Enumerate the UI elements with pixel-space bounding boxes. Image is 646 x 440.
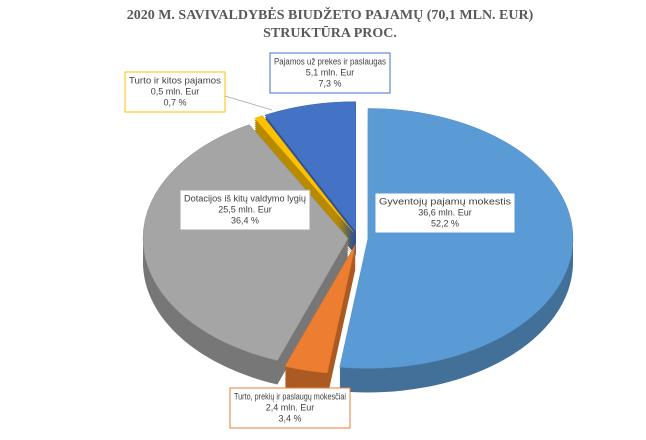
chart-title: STRUKTŪRA PROC. (263, 25, 397, 41)
label-name: Gyventojų pajamų mokestis (379, 196, 512, 206)
label-amount: 0,5 mln. Eur (151, 86, 200, 96)
label-box (229, 387, 351, 429)
slice (284, 244, 356, 374)
slice-side (254, 125, 354, 243)
slice-side (254, 121, 354, 239)
label-name: Turto, prekių ir paslaugų mokesčiai (234, 391, 346, 401)
slice (254, 115, 354, 233)
slice (264, 101, 356, 233)
slice-side (254, 123, 354, 241)
leader-line (224, 95, 273, 111)
label-name: Pajamos už prekes ir paslaugas (274, 56, 386, 66)
label-box (269, 52, 391, 94)
label-amount: 36,6 mln. Eur (418, 207, 472, 217)
label-amount: 5,1 mln. Eur (306, 67, 355, 77)
label-name: Dotacijos iš kitų valdymo lygių (184, 193, 306, 203)
value-label: 3,4 % (278, 413, 301, 423)
value-label: 0,7 % (163, 97, 186, 107)
slice (339, 108, 574, 369)
slice-side (254, 127, 354, 245)
value-label: 52,2 % (431, 218, 459, 228)
value-label: 36,4 % (231, 215, 259, 225)
label-name: Turto ir kitos pajamos (129, 75, 222, 85)
slice (142, 124, 349, 361)
label-amount: 25,5 mln. Eur (218, 204, 272, 214)
label-box (179, 189, 311, 231)
slice-side (254, 119, 354, 237)
label-box (124, 71, 226, 113)
label-box (374, 192, 516, 234)
value-label: 7,3 % (318, 78, 341, 88)
chart-title: 2020 M. SAVIVALDYBĖS BIUDŽETO PAJAMŲ (70… (127, 6, 534, 23)
label-amount: 2,4 mln. Eur (266, 402, 315, 412)
